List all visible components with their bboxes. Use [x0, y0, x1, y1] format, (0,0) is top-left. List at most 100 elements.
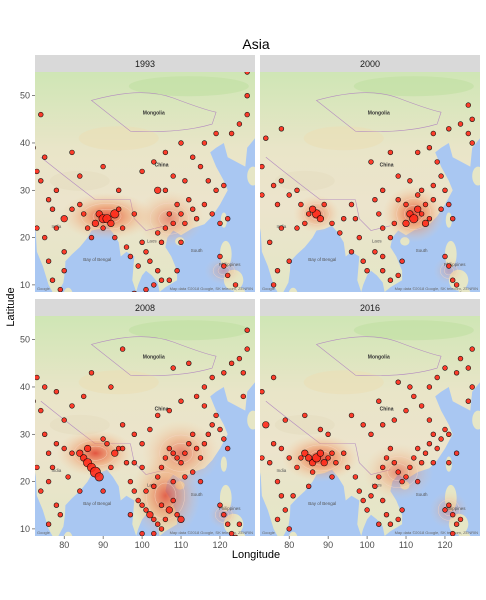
data-point	[278, 178, 285, 184]
data-point	[418, 187, 425, 194]
data-point	[221, 436, 227, 442]
map-label-country_main: Mongolia	[143, 355, 165, 361]
y-tick-label: 40	[20, 138, 30, 148]
data-point	[225, 272, 231, 279]
data-point	[329, 220, 335, 227]
data-point	[348, 201, 355, 208]
data-point	[190, 469, 196, 475]
data-point	[69, 450, 75, 456]
island	[233, 287, 246, 292]
data-point	[380, 464, 386, 471]
data-point	[290, 493, 296, 499]
map-label-laos: Laos	[147, 238, 158, 243]
map-data-credit: Map data ©2018 Google, SK telecom, ZENRI…	[170, 530, 254, 535]
google-logo: Google	[37, 286, 51, 291]
data-point	[422, 450, 429, 456]
google-logo: Google	[37, 530, 51, 535]
data-point	[146, 511, 154, 519]
data-point	[35, 168, 40, 175]
data-point	[112, 234, 118, 241]
data-point	[170, 450, 176, 456]
data-point	[244, 327, 250, 333]
data-point	[151, 530, 157, 536]
data-point	[53, 441, 60, 447]
data-point	[228, 530, 235, 536]
x-tick-label: 100	[360, 540, 375, 550]
y-tick-label: 30	[20, 185, 30, 195]
map-label-china: China	[155, 407, 169, 413]
data-point	[421, 219, 430, 227]
data-point	[45, 521, 52, 527]
density-contour	[437, 499, 460, 521]
data-point	[301, 449, 309, 457]
data-point	[131, 460, 138, 466]
data-point	[45, 478, 52, 485]
data-point	[364, 268, 370, 274]
data-point	[178, 211, 184, 217]
data-point	[166, 277, 173, 283]
data-point	[465, 102, 471, 108]
map-label-india: India	[277, 468, 287, 473]
density-contour	[378, 456, 418, 488]
data-point	[364, 507, 370, 513]
data-point	[49, 206, 56, 212]
data-point	[294, 187, 300, 194]
x-tick-label: 120	[437, 540, 452, 550]
data-point	[217, 502, 223, 508]
data-point	[209, 374, 215, 381]
data-point	[411, 393, 417, 400]
data-point	[446, 502, 452, 508]
data-point	[376, 521, 382, 527]
data-point	[352, 216, 359, 222]
island	[63, 531, 73, 536]
data-point	[143, 249, 149, 255]
data-point	[344, 464, 351, 471]
data-point	[442, 253, 448, 260]
data-point	[201, 384, 208, 390]
data-point	[115, 206, 122, 212]
data-point	[426, 384, 433, 390]
y-tick-label: 50	[20, 335, 30, 345]
data-point	[294, 464, 300, 471]
y-tick-label: 10	[20, 524, 30, 534]
x-tick-label: 110	[174, 540, 188, 550]
data-point	[450, 511, 456, 518]
data-point	[155, 521, 161, 527]
data-point	[294, 225, 300, 231]
data-point	[395, 516, 401, 523]
data-point	[302, 220, 308, 227]
data-point	[131, 431, 138, 437]
data-point	[438, 206, 444, 212]
data-point	[446, 431, 452, 437]
southern-border	[265, 156, 391, 231]
data-point	[119, 346, 126, 352]
data-point	[209, 422, 215, 428]
data-point	[61, 249, 67, 255]
data-point	[274, 268, 281, 274]
data-point	[61, 268, 67, 274]
data-point	[205, 431, 212, 437]
data-point	[395, 173, 401, 179]
data-point	[38, 407, 44, 414]
density-contour	[218, 510, 229, 520]
data-point	[446, 263, 452, 269]
data-point	[236, 121, 243, 127]
data-point	[430, 197, 436, 203]
map-label-south_sea: South	[191, 492, 203, 497]
data-point	[83, 444, 92, 453]
data-point	[380, 187, 386, 194]
data-point	[415, 192, 421, 198]
data-point	[418, 403, 425, 409]
data-point	[166, 445, 173, 452]
x-tick-label: 80	[59, 540, 69, 550]
data-point	[426, 145, 433, 151]
data-point	[162, 225, 169, 231]
data-point	[348, 412, 355, 419]
facet-panel-2008: 2008MongoliaChinaIndiaLaosPhilippinesBay…	[20, 299, 255, 550]
map-label-country_main: Mongolia	[143, 111, 165, 117]
data-point	[286, 455, 292, 461]
data-point	[217, 253, 223, 260]
facet-strip-label: 1993	[135, 59, 155, 69]
data-point	[41, 384, 48, 390]
